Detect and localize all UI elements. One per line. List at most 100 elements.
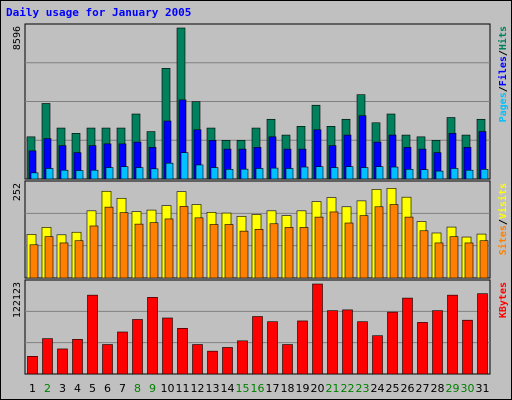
bar-sites: [194, 217, 204, 279]
bar-kbytes: [372, 335, 383, 375]
bar-sites: [239, 230, 249, 279]
x-tick-label: 13: [206, 382, 220, 395]
bar-sites: [404, 216, 414, 279]
x-tick-label: 28: [431, 382, 445, 395]
bar-pages: [105, 167, 114, 180]
legend-entry: Pages: [498, 92, 509, 122]
x-tick-label: 3: [59, 382, 66, 395]
bar-kbytes: [477, 293, 488, 375]
bar-sites: [104, 206, 114, 279]
bar-kbytes: [402, 297, 413, 375]
bar-sites: [419, 230, 429, 279]
x-tick-label: 4: [74, 382, 81, 395]
bar-kbytes: [282, 344, 293, 375]
chart-title: Daily usage for January 2005: [6, 6, 192, 19]
bar-pages: [45, 168, 54, 180]
x-tick-label: 23: [356, 382, 370, 395]
bar-sites: [464, 242, 474, 279]
bar-pages: [150, 168, 159, 180]
bar-pages: [315, 166, 324, 180]
bar-kbytes: [432, 310, 443, 375]
x-tick-label: 5: [89, 382, 96, 395]
x-tick-label: 10: [161, 382, 175, 395]
legend-entry: /: [498, 50, 509, 56]
x-tick-label: 7: [119, 382, 126, 395]
bar-sites: [314, 216, 324, 279]
bar-pages: [195, 164, 204, 180]
bar-kbytes: [417, 322, 428, 375]
bar-pages: [435, 170, 444, 180]
x-tick-label: 2: [44, 382, 51, 395]
x-tick-label: 12: [191, 382, 205, 395]
bar-kbytes: [117, 331, 128, 375]
x-tick-label: 24: [371, 382, 385, 395]
x-tick-label: 26: [401, 382, 415, 395]
bar-pages: [480, 169, 489, 180]
bar-kbytes: [72, 339, 83, 375]
bar-pages: [210, 167, 219, 180]
y-max-label: 122123: [12, 282, 23, 318]
bar-pages: [390, 166, 399, 180]
bar-sites: [59, 242, 69, 279]
bar-pages: [90, 169, 99, 180]
x-tick-label: 17: [266, 382, 280, 395]
legend-entry: /: [498, 86, 509, 92]
bar-pages: [330, 167, 339, 180]
legend-top: Pages/Files/Hits: [497, 26, 509, 122]
bar-sites: [149, 222, 159, 279]
bar-pages: [300, 166, 309, 180]
bar-pages: [30, 172, 39, 180]
bar-sites: [179, 206, 189, 279]
x-tick-label: 25: [386, 382, 400, 395]
bar-kbytes: [387, 311, 398, 375]
bar-pages: [450, 168, 459, 180]
bar-pages: [240, 168, 249, 180]
bar-kbytes: [267, 321, 278, 375]
bar-kbytes: [162, 317, 173, 375]
bar-sites: [119, 212, 129, 279]
bar-sites: [254, 228, 264, 279]
bar-kbytes: [327, 310, 338, 375]
bar-sites: [479, 240, 489, 279]
x-tick-label: 9: [149, 382, 156, 395]
bar-sites: [344, 222, 354, 279]
x-tick-label: 27: [416, 382, 430, 395]
bar-sites: [224, 224, 234, 279]
x-tick-label: 30: [461, 382, 475, 395]
bar-kbytes: [177, 328, 188, 375]
bar-pages: [180, 152, 189, 180]
bar-sites: [269, 223, 279, 279]
bar-pages: [345, 166, 354, 180]
bar-pages: [165, 162, 174, 180]
legend-bottom: KBytes: [498, 282, 509, 318]
bar-sites: [44, 236, 54, 279]
x-tick-label: 21: [326, 382, 340, 395]
bar-kbytes: [357, 321, 368, 375]
bar-sites: [389, 204, 399, 279]
bar-pages: [270, 167, 279, 180]
legend-entry: Hits: [497, 26, 509, 50]
bar-pages: [285, 168, 294, 180]
bar-pages: [465, 169, 474, 180]
bar-sites: [89, 225, 99, 279]
bar-pages: [255, 168, 264, 180]
bar-pages: [420, 169, 429, 180]
bar-pages: [75, 170, 84, 180]
bar-kbytes: [147, 297, 158, 375]
legend-entry: Files: [497, 56, 509, 86]
bar-sites: [359, 215, 369, 279]
bar-kbytes: [297, 320, 308, 375]
legend-entry: Sites: [497, 225, 509, 255]
bar-sites: [329, 211, 339, 279]
x-tick-label: 6: [104, 382, 111, 395]
bar-sites: [449, 236, 459, 279]
x-tick-label: 1: [29, 382, 36, 395]
bar-kbytes: [252, 316, 263, 375]
bar-sites: [74, 240, 84, 279]
x-tick-label: 19: [296, 382, 310, 395]
bar-kbytes: [42, 338, 53, 375]
x-tick-label: 15: [236, 382, 250, 395]
bar-pages: [375, 166, 384, 180]
